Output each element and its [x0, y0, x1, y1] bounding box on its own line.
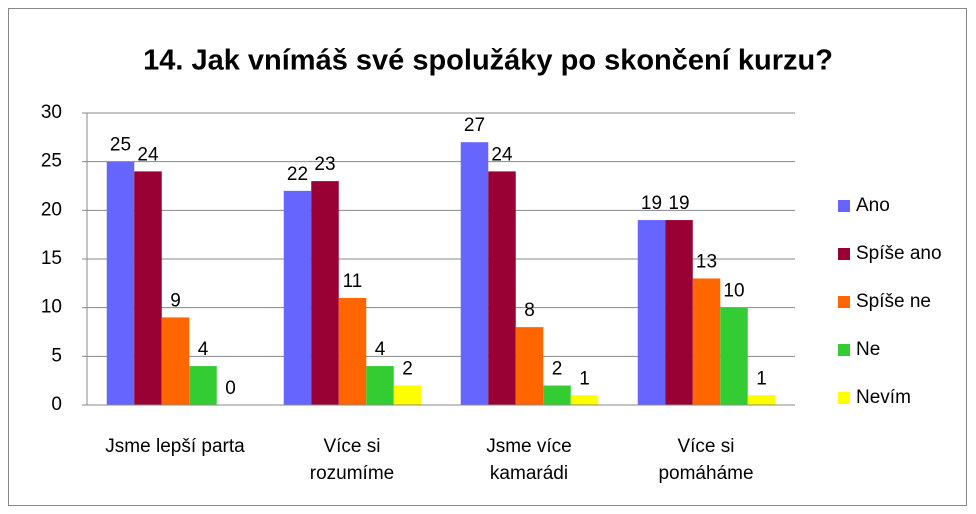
legend-swatch — [838, 248, 850, 260]
bar — [161, 317, 190, 405]
data-label: 23 — [314, 154, 335, 175]
data-label: 4 — [198, 339, 209, 360]
y-tick-label: 10 — [41, 297, 62, 318]
y-tick-label: 20 — [41, 199, 62, 220]
data-label: 27 — [464, 115, 485, 136]
bar — [189, 366, 217, 405]
bar — [393, 385, 422, 405]
legend-swatch — [838, 296, 850, 308]
legend-swatch — [838, 344, 850, 356]
x-tick-label: Více si rozumíme — [309, 436, 395, 484]
y-tick-label: 15 — [41, 248, 62, 269]
data-label: 8 — [524, 300, 535, 321]
bar — [543, 385, 571, 405]
y-tick-label: 25 — [41, 151, 62, 172]
data-label: 1 — [579, 368, 590, 389]
bar — [747, 395, 776, 405]
data-label: 4 — [375, 339, 386, 360]
y-tick-label: 5 — [51, 345, 62, 366]
bar — [338, 297, 367, 405]
bar — [460, 142, 489, 405]
bar — [665, 220, 693, 405]
legend-label: Ne — [856, 339, 880, 360]
chart-title: 14. Jak vnímáš své spolužáky po skončení… — [143, 45, 833, 77]
legend-label: Ano — [856, 195, 890, 216]
bar — [515, 327, 544, 405]
data-label: 11 — [343, 271, 363, 292]
x-tick-label: Jsme více kamarádi — [486, 436, 572, 484]
data-label: 24 — [491, 144, 513, 165]
bar — [488, 171, 516, 405]
data-label: 25 — [110, 135, 131, 156]
bar — [570, 395, 599, 405]
legend-swatch — [838, 200, 850, 212]
bar — [720, 307, 748, 405]
bar — [637, 220, 666, 405]
legend-label: Spíše ne — [856, 291, 931, 312]
data-label: 2 — [552, 359, 563, 380]
data-label: 22 — [287, 164, 308, 185]
x-tick-label: Více si pomáháme — [658, 436, 754, 484]
data-label: 0 — [225, 378, 236, 399]
bar — [692, 278, 721, 405]
legend-label: Nevím — [856, 387, 911, 408]
data-label: 13 — [696, 251, 717, 272]
legend-label: Spíše ano — [856, 243, 942, 264]
data-label: 24 — [137, 144, 159, 165]
y-tick-label: 0 — [51, 394, 62, 415]
bar — [311, 181, 339, 405]
data-label: 19 — [668, 193, 689, 214]
data-label: 10 — [723, 281, 744, 302]
data-label: 19 — [641, 193, 662, 214]
data-label: 9 — [170, 290, 181, 311]
chart-border — [8, 8, 967, 506]
y-tick-label: 30 — [41, 102, 62, 123]
x-tick-label: Jsme lepší parta — [105, 436, 245, 457]
data-label: 2 — [402, 359, 413, 380]
bar — [283, 190, 312, 405]
bar — [366, 366, 394, 405]
bar — [134, 171, 162, 405]
bar — [106, 161, 135, 405]
legend-swatch — [838, 392, 850, 404]
data-label: 1 — [756, 368, 767, 389]
